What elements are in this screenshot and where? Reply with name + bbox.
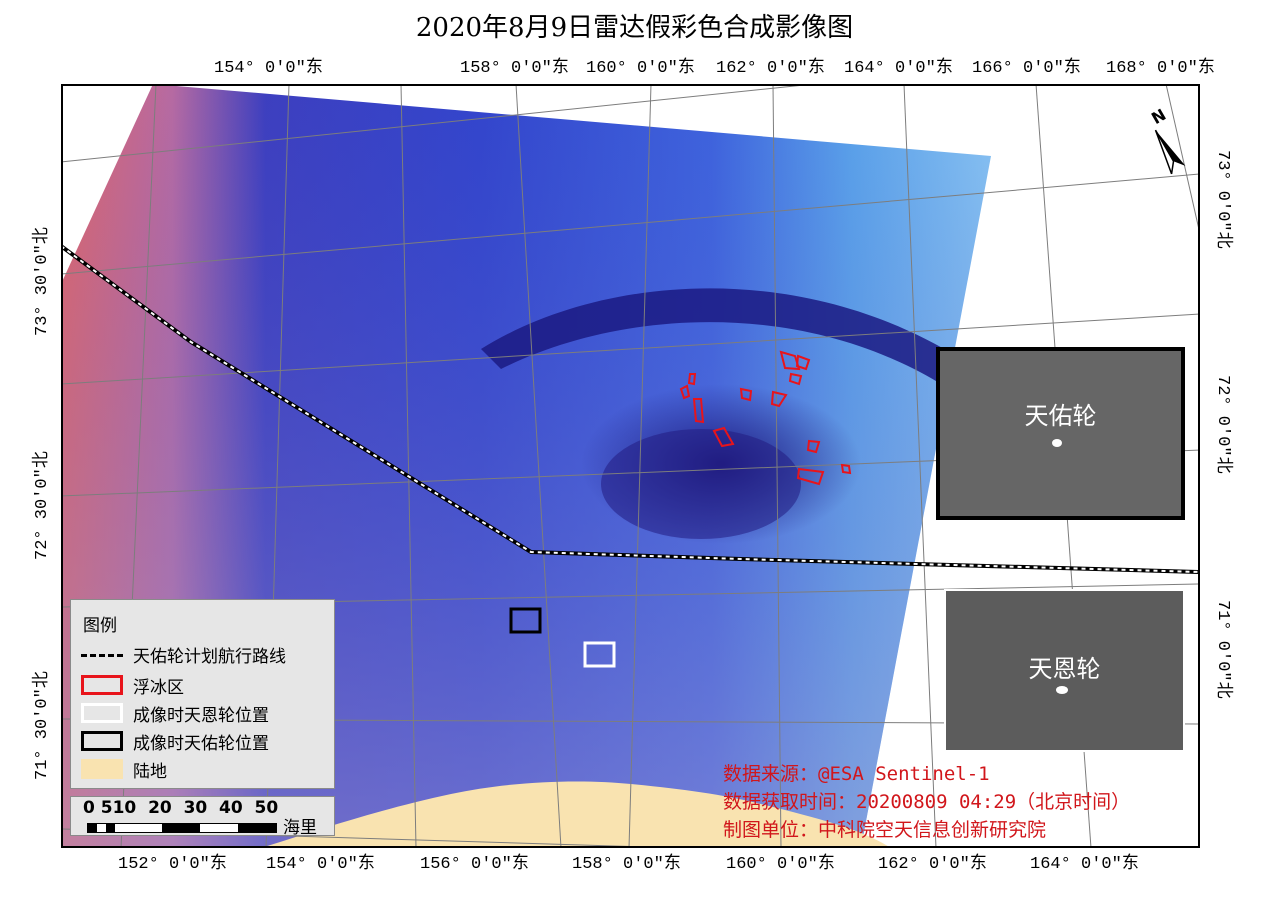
bottom-lon-label: 154° 0'0"东 xyxy=(266,855,375,874)
legend-item: 成像时天恩轮位置 xyxy=(81,700,269,726)
bottom-lon-label: 162° 0'0"东 xyxy=(878,855,987,874)
ship-blip xyxy=(1052,439,1062,447)
legend-label: 成像时天恩轮位置 xyxy=(133,705,269,726)
right-lat-label: 71° 0'0"北 xyxy=(1213,600,1232,699)
ice-arc-band xyxy=(481,288,961,384)
route-dashed-icon xyxy=(81,653,123,657)
legend-label: 天佑轮计划航行路线 xyxy=(133,646,286,667)
legend-label: 浮冰区 xyxy=(133,677,184,698)
north-arrow: N xyxy=(1147,105,1187,185)
top-lon-label: 164° 0'0"东 xyxy=(844,59,953,78)
legend-item: 成像时天佑轮位置 xyxy=(81,728,269,754)
dark-ice-core xyxy=(601,429,801,539)
inset-tianyou: 天佑轮 xyxy=(936,347,1185,520)
top-lon-label: 160° 0'0"东 xyxy=(586,59,695,78)
tianyou-position-box xyxy=(509,607,542,634)
bottom-lon-label: 164° 0'0"东 xyxy=(1030,855,1139,874)
credits-block: 数据来源：@ESA Sentinel-1 数据获取时间：20200809 04:… xyxy=(723,760,1130,844)
ice-floes xyxy=(679,350,852,486)
top-lon-label: 162° 0'0"东 xyxy=(716,59,825,78)
ship-blip xyxy=(1056,686,1068,694)
map-title: 2020年8月9日雷达假彩色合成影像图 xyxy=(415,13,854,43)
land-swatch-icon xyxy=(81,759,123,779)
left-lat-label: 71° 30'0"北 xyxy=(33,671,52,780)
legend-label: 陆地 xyxy=(133,761,167,782)
bottom-lon-label: 160° 0'0"东 xyxy=(726,855,835,874)
land-area xyxy=(267,781,888,846)
tianyou-box-swatch-icon xyxy=(81,731,123,751)
planned-route-line xyxy=(63,246,1198,573)
bottom-lon-label: 152° 0'0"东 xyxy=(118,855,227,874)
tianen-position-box xyxy=(583,641,616,668)
left-lat-label: 72° 30'0"北 xyxy=(33,451,52,560)
legend-item: 浮冰区 xyxy=(81,672,184,698)
legend-item: 陆地 xyxy=(81,756,167,782)
scale-bar: 0 510 20 30 40 50 海里 xyxy=(70,796,335,838)
top-lon-label: 166° 0'0"东 xyxy=(972,59,1081,78)
legend-label: 成像时天佑轮位置 xyxy=(133,733,269,754)
left-lat-label: 73° 30'0"北 xyxy=(33,227,52,336)
legend-item: 天佑轮计划航行路线 xyxy=(81,641,286,667)
bottom-lon-label: 156° 0'0"东 xyxy=(420,855,529,874)
top-lon-label: 158° 0'0"东 xyxy=(460,59,569,78)
bottom-lon-label: 158° 0'0"东 xyxy=(572,855,681,874)
right-lat-label: 72° 0'0"北 xyxy=(1213,375,1232,474)
inset-caption: 天恩轮 xyxy=(1028,655,1101,683)
scale-unit: 海里 xyxy=(283,818,317,838)
top-lon-label: 168° 0'0"东 xyxy=(1106,59,1215,78)
top-lon-label: 154° 0'0"东 xyxy=(214,59,323,78)
inset-caption: 天佑轮 xyxy=(1024,402,1097,430)
map-legend: 图例 天佑轮计划航行路线 浮冰区 成像时天恩轮位置 成像时天佑轮位置 陆地 xyxy=(70,599,335,789)
north-arrow-icon xyxy=(1154,129,1186,175)
ice-floe-swatch-icon xyxy=(81,675,123,695)
legend-title: 图例 xyxy=(83,616,117,636)
producer-text: 制图单位：中科院空天信息创新研究院 xyxy=(723,819,1047,841)
right-lat-label: 73° 0'0"北 xyxy=(1213,150,1232,249)
data-source-text: 数据来源：@ESA Sentinel-1 xyxy=(723,763,990,785)
inset-tianen: 天恩轮 xyxy=(944,589,1185,752)
scale-ticks: 0 510 20 30 40 50 xyxy=(83,798,279,818)
tianen-box-swatch-icon xyxy=(81,703,123,723)
scale-bar-graphic xyxy=(87,823,277,833)
acquisition-time-text: 数据获取时间：20200809 04:29（北京时间） xyxy=(723,791,1131,813)
